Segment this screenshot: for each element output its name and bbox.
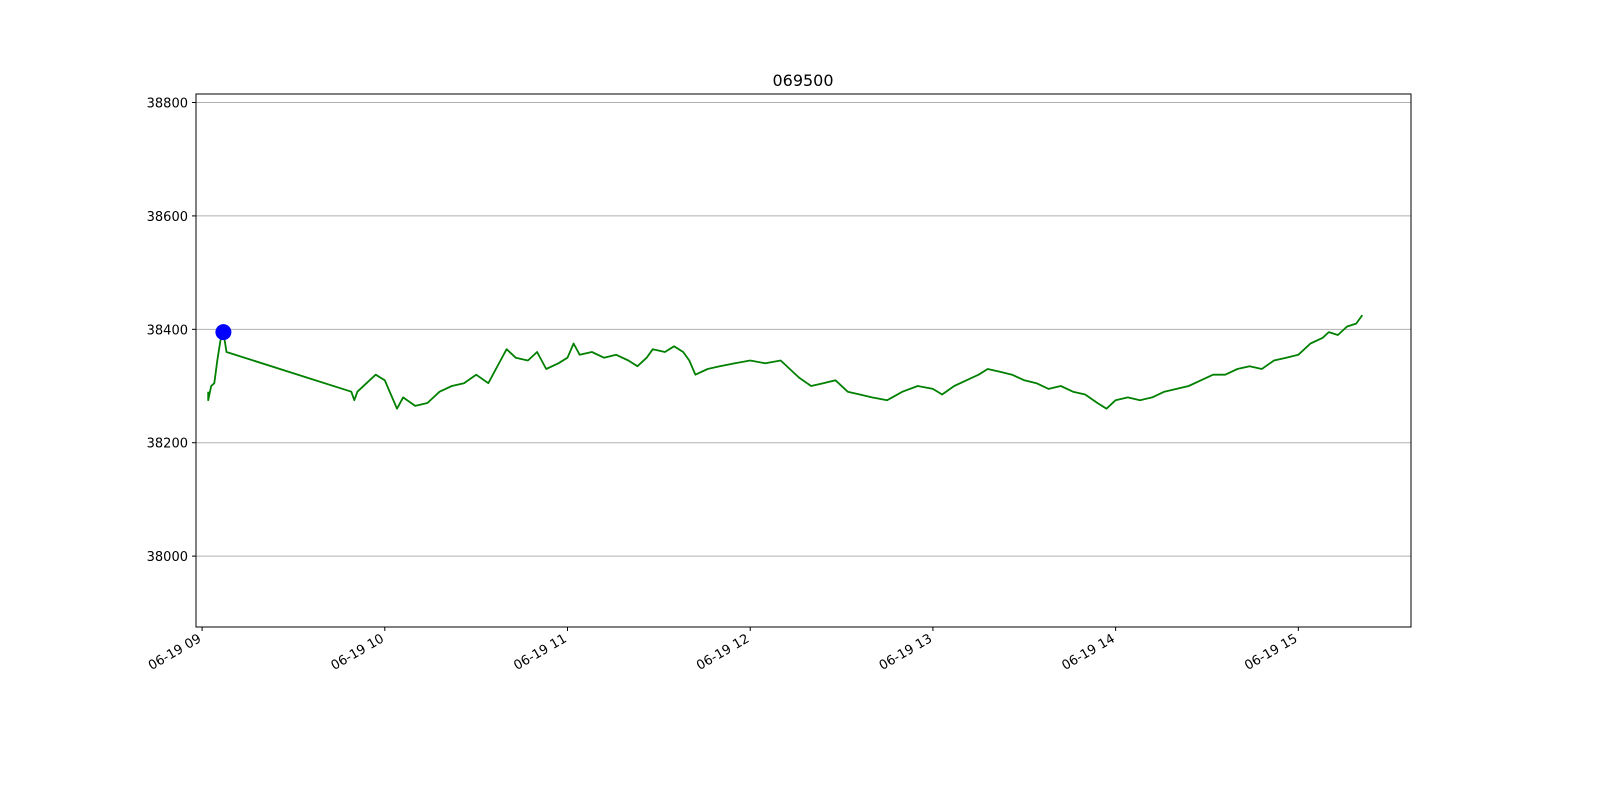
x-tick-label-1: 06-19 10 (329, 631, 387, 673)
x-tick-label-0: 06-19 09 (146, 631, 204, 673)
y-tick-label-2: 38400 (147, 323, 188, 338)
x-tick-label-3: 06-19 12 (694, 631, 752, 673)
highlight-marker-0 (215, 324, 232, 341)
marker-layer (215, 324, 232, 341)
plot-frame (195, 93, 1412, 628)
x-tick-label-2: 06-19 11 (511, 631, 569, 673)
series-line-0 (207, 314, 1364, 410)
x-tick-label-5: 06-19 14 (1060, 631, 1118, 673)
x-tick-label-6: 06-19 15 (1242, 631, 1300, 673)
y-tick-label-3: 38600 (147, 210, 188, 225)
x-axis: 06-19 09 06-19 10 06-19 11 06-19 12 06-19 13… (146, 627, 1300, 674)
y-tick-label-4: 38800 (147, 97, 188, 112)
x-tick-label-4: 06-19 13 (877, 631, 935, 673)
y-axis: 38000 38200 38400 38600 38800 (147, 97, 196, 565)
series-layer (207, 314, 1364, 410)
grid-lines (196, 102, 1411, 557)
chart-title: 069500 (772, 71, 833, 90)
y-tick-label-1: 38200 (147, 437, 188, 452)
y-tick-label-0: 38000 (147, 550, 188, 565)
